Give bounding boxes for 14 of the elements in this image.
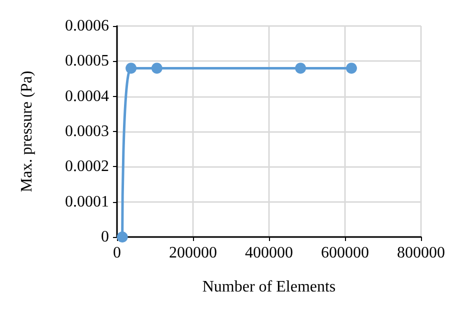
x-tick-label: 400000 (245, 244, 293, 262)
y-tick-label: 0.0006 (65, 18, 109, 34)
y-tick-label: 0.0004 (65, 88, 109, 105)
y-tick-label: 0 (101, 228, 109, 246)
y-tick-label: 0.0002 (65, 158, 109, 176)
y-axis-title: Max. pressure (Pa) (18, 70, 36, 192)
y-tick-label: 0.0003 (65, 123, 109, 140)
x-tick-label: 800000 (397, 244, 445, 262)
x-tick-label: 600000 (321, 244, 369, 262)
x-axis-title: Number of Elements (202, 278, 336, 296)
y-tick-label: 0.0001 (65, 193, 109, 210)
y-tick-label: 0.0005 (65, 52, 109, 70)
x-tick-label: 0 (113, 244, 121, 262)
x-tick-label: 200000 (169, 244, 217, 262)
